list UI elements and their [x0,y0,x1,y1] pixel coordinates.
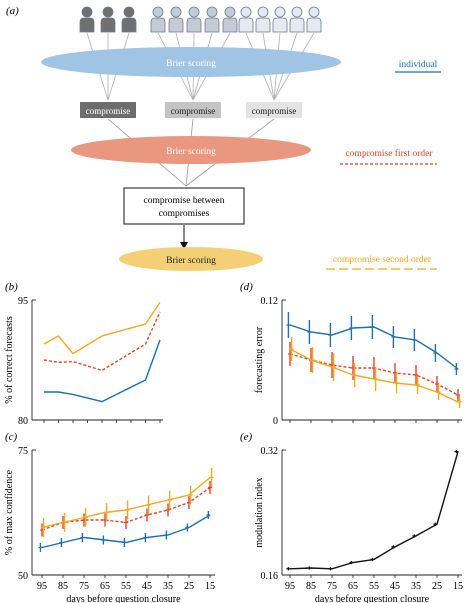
brier-ellipse-1 [41,47,341,77]
x-tick-label: 95 [37,581,47,592]
y-tick-label: 0.12 [261,296,279,307]
person-icon [289,17,305,33]
brier-label-1: Brier scoring [166,59,216,69]
person-icon [257,6,269,18]
compromise-label-3: compromise [252,106,297,116]
person-icon [222,17,238,33]
y-tick-label: 0.32 [261,446,279,457]
x-tick-label: 75 [79,581,89,592]
person-icon [274,6,286,18]
y-tick-label: 50 [18,571,28,582]
forecaster-icons [79,6,322,33]
person-icon [238,17,254,33]
brier-label-3: Brier scoring [166,256,216,266]
person-icon [81,6,93,18]
legend-individual: individual [399,60,438,70]
person-icon [150,17,166,33]
person-icon [240,6,252,18]
panel-label-a: (a) [6,5,19,17]
person-icon [123,6,135,18]
legend-second-order: compromise second order [333,255,432,265]
compromise-label-2: compromise [171,106,216,116]
x-tick-label: 95 [285,581,295,592]
panel-label: (c) [5,431,18,443]
panel-label: (e) [240,431,253,443]
x-tick-label: 35 [163,581,173,592]
compromise-box-1 [80,102,136,118]
compromise-box-2 [165,102,221,118]
y-axis-label: forecasting error [254,326,265,393]
chart-e: (e) 0.32 0.16 modulation index 95 85 75 65 55 45 3… [240,431,463,603]
series-line [43,302,161,355]
series-line [44,339,161,403]
panel-label: (d) [240,281,253,293]
compromise-between-label-1: compromise between [144,196,225,206]
series-line [289,451,459,570]
x-tick-label: 15 [205,581,215,592]
x-tick-label: 85 [58,581,68,592]
x-tick-label: 25 [184,581,194,592]
x-tick-label: 55 [369,581,379,592]
x-tick-label: 65 [348,581,358,592]
legend-first-order: compromise first order [345,148,433,159]
person-icon [224,6,236,18]
person-icon [291,6,303,18]
series-line [43,311,161,372]
brier-ellipse-3 [119,247,263,271]
person-icon [272,17,288,33]
compromise-between-box [123,187,245,225]
person-icon [188,6,200,18]
y-axis-label: % of correct forecasts [4,316,15,404]
person-icon [306,17,322,33]
compromise-between-label-2: compromises [159,209,210,219]
y-axis-label: modulation index [254,477,265,547]
x-tick-label: 35 [411,581,421,592]
x-tick-label: 85 [306,581,316,592]
x-tick-label: 55 [121,581,131,592]
y-axis-label: % of max confidence [4,469,15,555]
person-icon [121,17,137,33]
person-icon [152,6,164,18]
compromise-box-3 [246,102,302,118]
x-tick-label: 75 [327,581,337,592]
arrow-head [180,242,188,249]
person-icon [255,17,271,33]
x-tick-label: 45 [390,581,400,592]
x-axis-label: days before question closure [315,594,430,603]
person-icon [186,17,202,33]
person-icon [168,17,184,33]
y-tick-label: 75 [18,446,28,457]
person-icon [204,17,220,33]
person-icon [308,6,320,18]
y-tick-label: 80 [18,416,28,427]
person-icon [170,6,182,18]
diagram-panel: (a) Brier scoring compromise compromise … [6,5,441,271]
person-icon [100,17,116,33]
panel-label: (b) [5,281,18,293]
y-tick-label: 0 [273,416,278,427]
person-icon [79,17,95,33]
x-tick-label: 25 [432,581,442,592]
person-icon [206,6,218,18]
chart-b: (b)95 80 % of correct forecasts [4,281,163,427]
x-tick-label: 45 [142,581,152,592]
y-tick-label: 95 [18,296,28,307]
x-tick-label: 65 [100,581,110,592]
brier-label-2: Brier scoring [166,147,216,157]
compromise-label-1: compromise [86,106,131,116]
y-tick-label: 0.16 [261,571,279,582]
chart-d: (d) 0.12 0 forecasting error [240,281,462,427]
brier-ellipse-2 [71,136,311,164]
x-tick-label: 15 [453,581,463,592]
x-axis-label: days before question closure [66,594,181,603]
person-icon [102,6,114,18]
